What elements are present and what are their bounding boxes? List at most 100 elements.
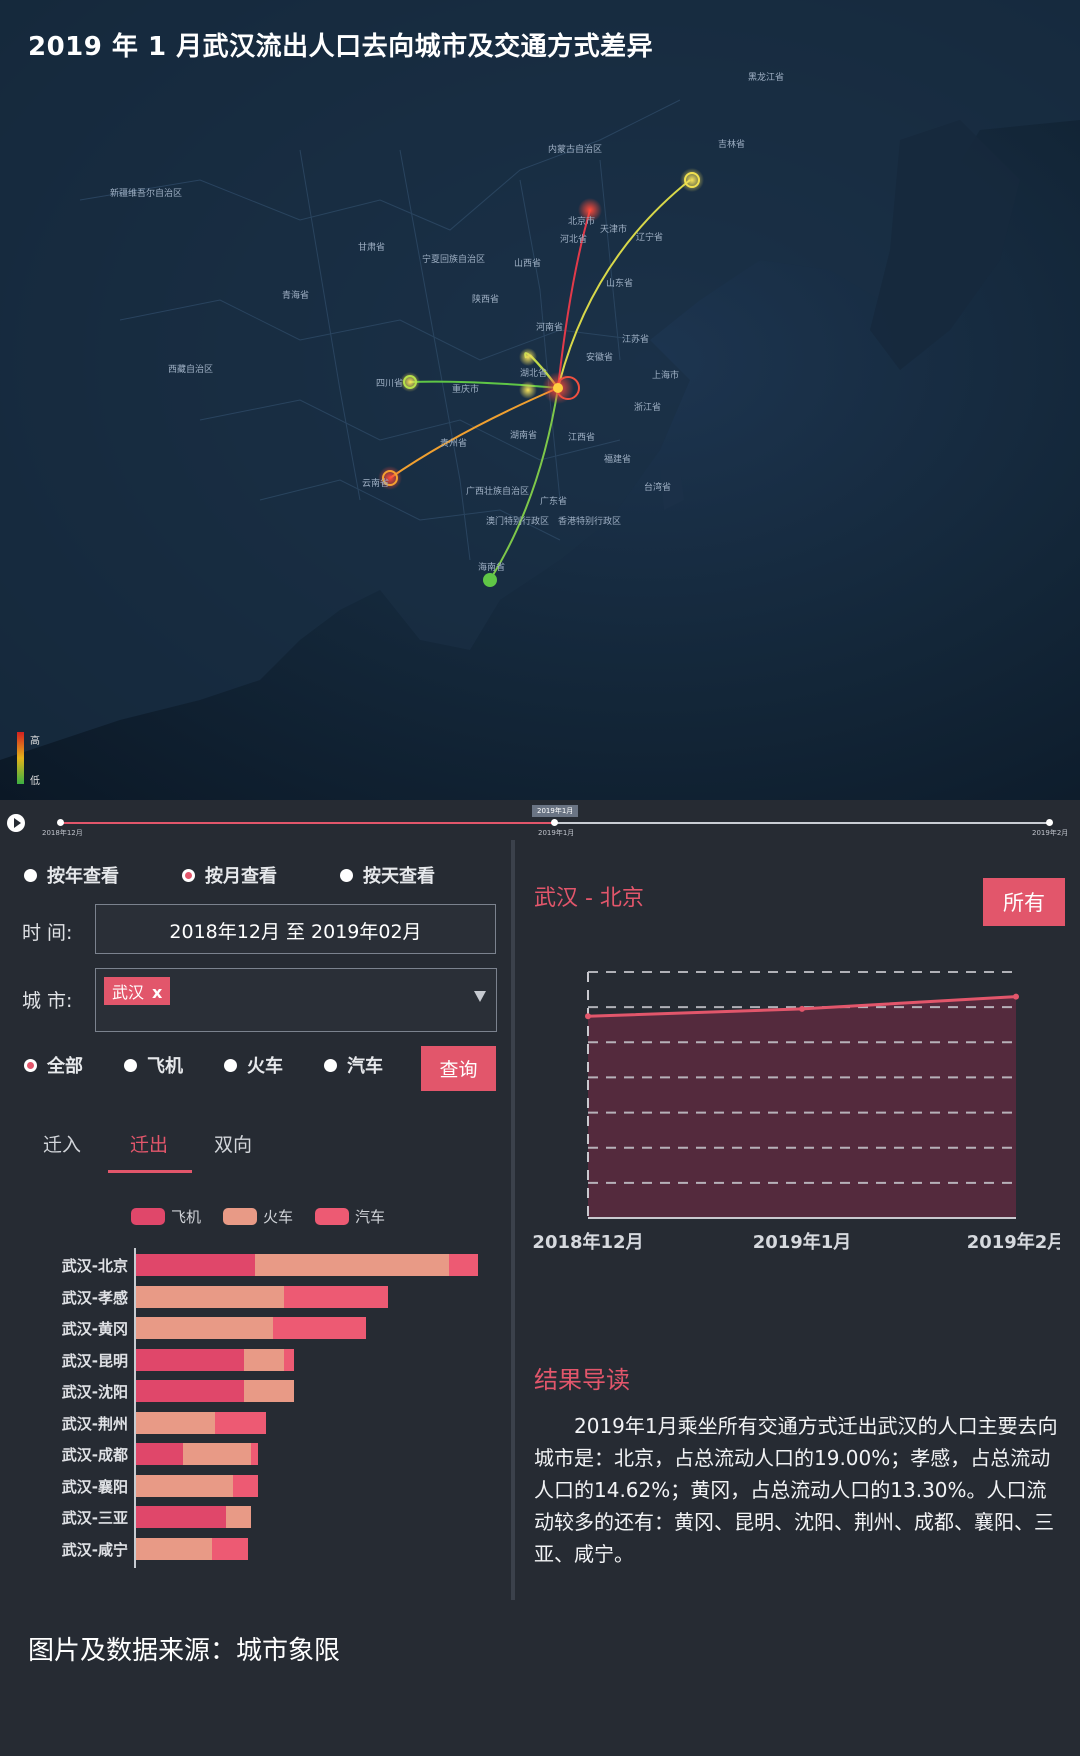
- map-label: 广东省: [540, 495, 567, 507]
- map-label: 贵州省: [440, 437, 467, 449]
- chevron-down-icon[interactable]: [474, 991, 486, 1002]
- radio-dot-selected: [182, 868, 195, 882]
- series-point: [1013, 993, 1019, 1000]
- bar-segment-car[interactable]: [251, 1443, 259, 1465]
- bar-segment-plane[interactable]: [136, 1254, 255, 1276]
- legend-plane: 飞机: [131, 1206, 201, 1227]
- source-credit: 图片及数据来源：城市象限: [28, 1636, 341, 1666]
- bar-segment-plane[interactable]: [136, 1348, 244, 1371]
- bar-segment-train[interactable]: [136, 1537, 212, 1560]
- tag-close-icon[interactable]: x: [152, 983, 163, 1002]
- bar-category-label: 武汉-昆明: [61, 1351, 128, 1370]
- timeline-end-label: 2019年2月: [1032, 829, 1069, 837]
- time-label: 时 间:: [22, 922, 73, 944]
- play-icon[interactable]: [7, 814, 25, 832]
- bar-category-label: 武汉-沈阳: [61, 1383, 128, 1401]
- radio-label: 按月查看: [205, 866, 277, 887]
- panel-divider: [511, 840, 515, 1600]
- bar-segment-car[interactable]: [215, 1411, 266, 1434]
- timeline-mid-label: 2019年1月: [538, 829, 575, 837]
- radio-dot: [224, 1058, 237, 1072]
- radio-dot: [124, 1058, 137, 1072]
- bar-category-label: 武汉-襄阳: [61, 1477, 128, 1496]
- map-canvas: 黑龙江省 吉林省 内蒙古自治区 北京市 天津市 河北省 甘肃省 宁夏回族自治区 …: [0, 0, 1080, 760]
- series-point: [799, 1005, 805, 1012]
- view-mode-group: 按年查看 按月查看 按天查看: [24, 862, 470, 888]
- bar-segment-train[interactable]: [136, 1474, 234, 1497]
- map-label: 宁夏回族自治区: [422, 253, 485, 265]
- legend-high-label: 高: [30, 736, 40, 747]
- trend-area-chart: 2018年12月 2019年1月 2019年2月: [532, 971, 1060, 1250]
- map-label: 甘肃省: [358, 241, 385, 253]
- city-label: 城 市:: [22, 990, 73, 1012]
- map-label: 浙江省: [634, 401, 661, 413]
- tab-inflow[interactable]: 迁入: [43, 1134, 82, 1156]
- bar-category-label: 武汉-三亚: [61, 1509, 128, 1527]
- x-tick-label: 2019年1月: [753, 1231, 852, 1250]
- timeline-progress: [60, 822, 554, 824]
- radio-dot: [324, 1058, 337, 1072]
- flow-map[interactable]: 黑龙江省 吉林省 内蒙古自治区 北京市 天津市 河北省 甘肃省 宁夏回族自治区 …: [0, 0, 1080, 800]
- bar-segment-car[interactable]: [211, 1537, 248, 1560]
- timeline[interactable]: 2019年1月 2018年12月 2019年1月 2019年2月: [0, 800, 1080, 840]
- city-select[interactable]: 武汉 x: [95, 968, 497, 1032]
- radio-all[interactable]: 全部: [24, 1052, 124, 1078]
- bar-segment-train[interactable]: [226, 1506, 252, 1528]
- map-label: 重庆市: [452, 383, 479, 395]
- map-label: 湖北省: [520, 367, 547, 379]
- radio-label: 火车: [247, 1056, 283, 1077]
- x-tick-label: 2018年12月: [532, 1231, 643, 1250]
- result-text: 2019年1月乘坐所有交通方式迁出武汉的人口主要去向城市是：北京，占总流动人口的…: [534, 1414, 1058, 1566]
- map-label: 陕西省: [472, 293, 499, 305]
- bar-segment-train[interactable]: [182, 1443, 252, 1465]
- radio-dot-selected: [24, 1058, 37, 1072]
- bar-segment-car[interactable]: [283, 1285, 388, 1308]
- map-label: 辽宁省: [636, 231, 663, 243]
- timeline-current-handle[interactable]: [551, 819, 558, 826]
- heat-legend-bar: [17, 732, 24, 784]
- series-point: [585, 1013, 591, 1020]
- bar-segment-plane[interactable]: [136, 1506, 226, 1528]
- tab-bidirectional[interactable]: 双向: [214, 1134, 253, 1156]
- radio-by-year[interactable]: 按年查看: [24, 862, 182, 888]
- bar-segment-plane[interactable]: [136, 1443, 183, 1465]
- bar-segment-train[interactable]: [136, 1285, 284, 1308]
- japan-shape: [870, 120, 1020, 370]
- bar-segment-car[interactable]: [233, 1474, 259, 1497]
- timeline-start-handle[interactable]: [57, 819, 64, 826]
- map-label: 安徽省: [586, 351, 613, 363]
- map-label: 河南省: [536, 321, 563, 333]
- x-tick-label: 2019年2月: [967, 1231, 1060, 1250]
- bar-category-label: 武汉-荆州: [61, 1414, 128, 1433]
- legend-label: 汽车: [355, 1208, 386, 1226]
- map-label: 山东省: [606, 277, 633, 289]
- map-label: 海南省: [478, 561, 505, 573]
- timeline-start-label: 2018年12月: [42, 829, 83, 837]
- bar-segment-train[interactable]: [254, 1254, 450, 1276]
- radio-by-day[interactable]: 按天查看: [340, 862, 470, 888]
- bar-segment-train[interactable]: [244, 1380, 295, 1402]
- legend-swatch: [223, 1208, 257, 1225]
- radio-car[interactable]: 汽车: [324, 1052, 414, 1078]
- map-label: 澳门特别行政区: [486, 515, 549, 527]
- bar-segment-train[interactable]: [136, 1411, 216, 1434]
- query-button[interactable]: 查询: [421, 1046, 496, 1091]
- timeline-end-handle[interactable]: [1046, 819, 1053, 826]
- active-tab-underline: [108, 1170, 192, 1173]
- bar-segment-car[interactable]: [283, 1348, 295, 1371]
- all-button[interactable]: 所有: [983, 878, 1065, 926]
- map-label: 天津市: [600, 223, 627, 235]
- bar-segment-train[interactable]: [244, 1348, 284, 1371]
- tab-outflow[interactable]: 迁出: [130, 1134, 169, 1156]
- radio-train[interactable]: 火车: [224, 1052, 324, 1078]
- bar-segment-car[interactable]: [272, 1317, 367, 1339]
- radio-plane[interactable]: 飞机: [124, 1052, 224, 1078]
- time-range-field[interactable]: 2018年12月 至 2019年02月: [95, 904, 496, 954]
- radio-by-month[interactable]: 按月查看: [182, 862, 340, 888]
- radio-dot: [340, 868, 353, 882]
- bar-segment-train[interactable]: [136, 1317, 273, 1339]
- bar-segment-plane[interactable]: [136, 1380, 244, 1402]
- taiwan-shape: [660, 470, 684, 510]
- bar-segment-car[interactable]: [449, 1254, 478, 1276]
- map-label: 云南省: [362, 477, 389, 489]
